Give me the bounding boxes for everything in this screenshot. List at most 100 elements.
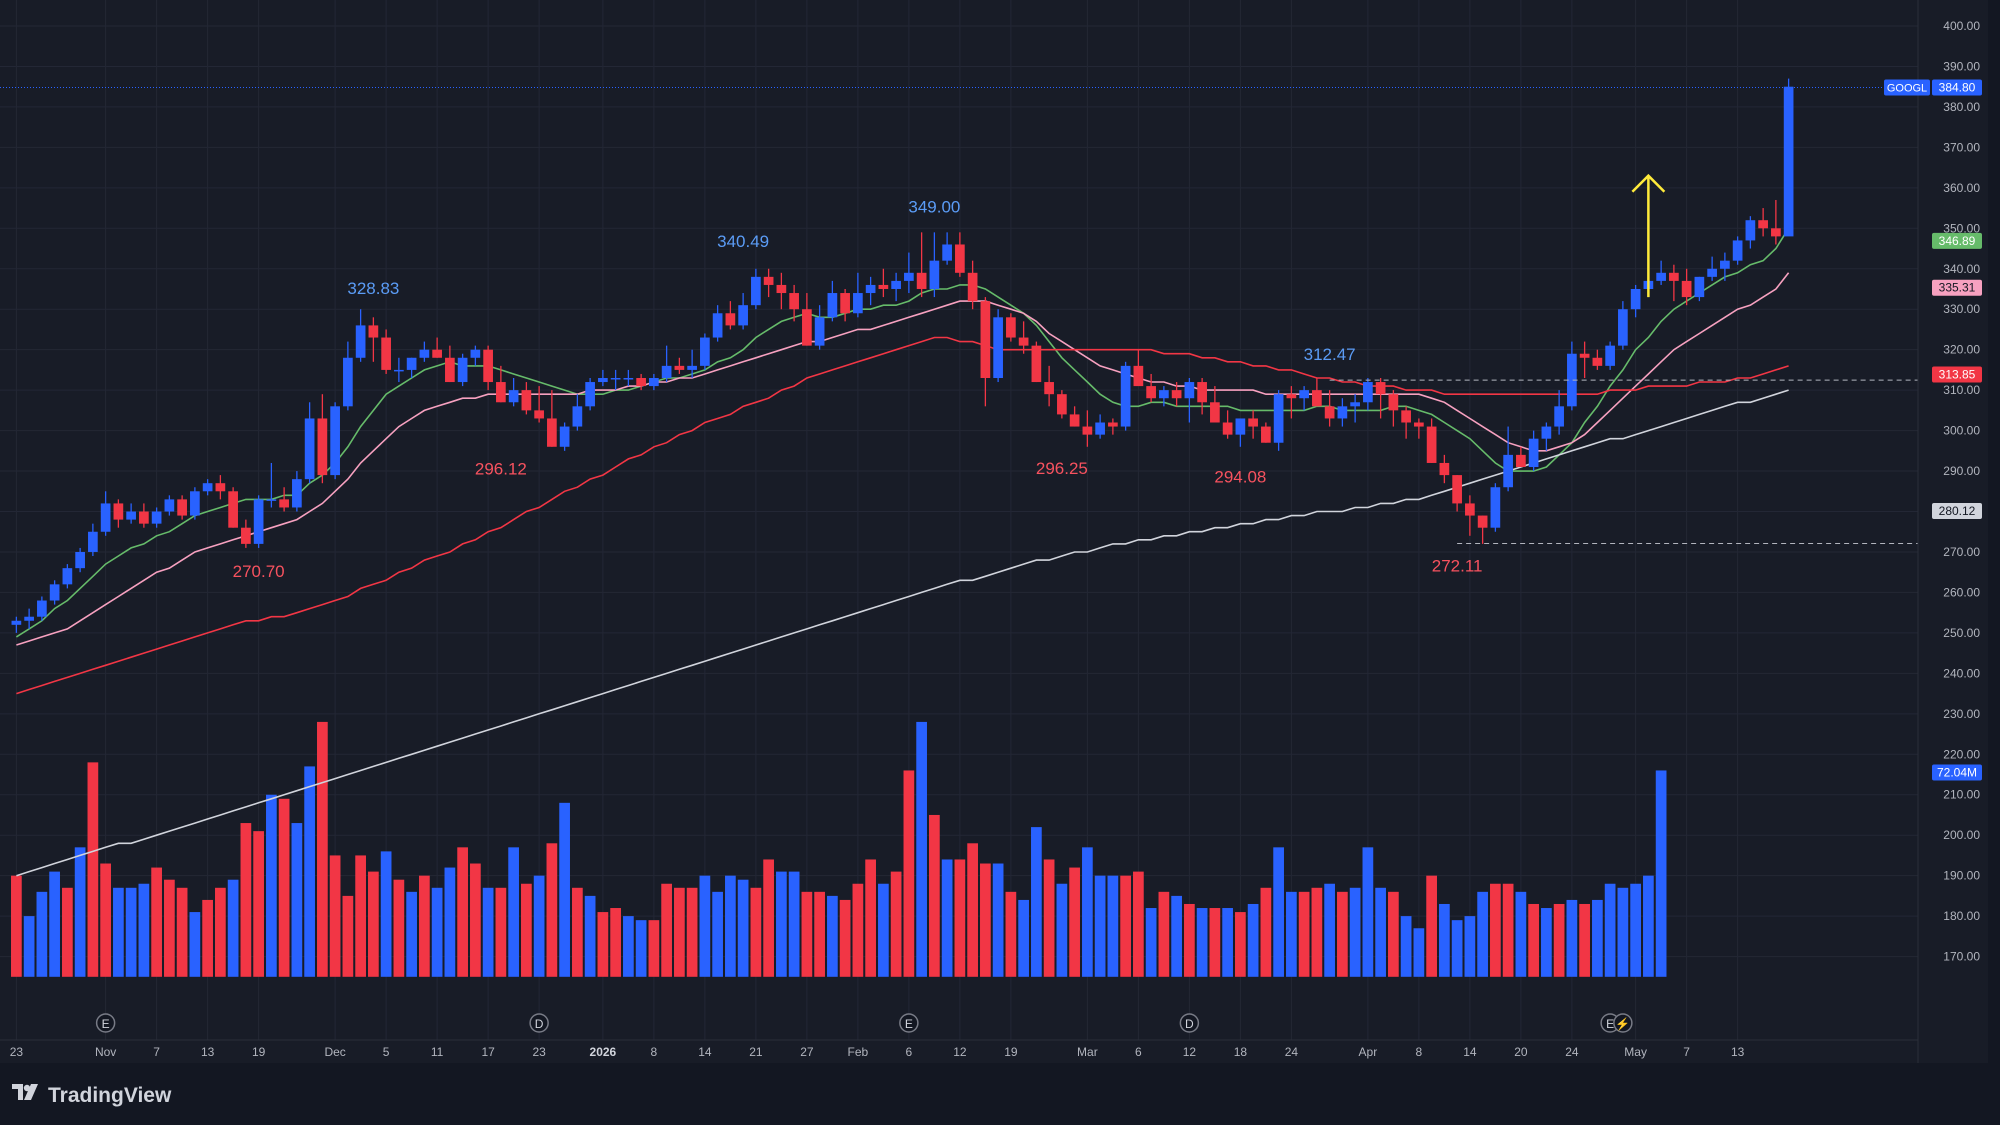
volume-bar: [814, 891, 825, 977]
candle-body: [1783, 86, 1794, 237]
price-badge-text: 313.85: [1939, 368, 1976, 382]
candle-body: [113, 503, 124, 520]
price-tick-label: 390.00: [1943, 59, 1980, 73]
volume-bar: [1337, 891, 1348, 977]
candle-body: [202, 483, 213, 492]
extreme-label: 296.25: [1036, 459, 1088, 478]
volume-bar: [1082, 847, 1093, 977]
candle-body: [1095, 422, 1105, 435]
volume-bar: [737, 879, 749, 977]
event-marker-circle: [1613, 1013, 1633, 1033]
candle-body: [865, 284, 876, 294]
candle-body: [381, 337, 391, 370]
candle-body: [49, 584, 60, 601]
volume-bar: [1005, 891, 1017, 977]
candle-body: [534, 410, 544, 419]
candle-body: [368, 325, 379, 338]
candle-body: [1720, 260, 1730, 269]
volume-bar: [635, 920, 647, 977]
candle-body: [139, 511, 149, 524]
volume-bar: [1349, 887, 1361, 977]
volume-bar: [1031, 827, 1042, 977]
volume-bar: [113, 887, 124, 977]
volume-bar: [508, 847, 519, 977]
candle-body: [598, 377, 608, 383]
date-tick-label: Dec: [324, 1045, 345, 1059]
candle-body: [1337, 406, 1348, 419]
volume-bar: [304, 766, 315, 977]
volume-bar: [788, 871, 800, 977]
volume-bar: [903, 770, 915, 977]
date-tick-label: 6: [906, 1045, 913, 1059]
candle-body: [1681, 280, 1692, 298]
candle-body: [406, 357, 417, 370]
candle-body: [1707, 268, 1717, 277]
volume-bar: [1426, 875, 1437, 977]
volume-bar: [355, 855, 366, 977]
volume-bar: [202, 899, 213, 977]
volume-bar: [1592, 899, 1603, 977]
candle-body: [1197, 382, 1207, 403]
volume-bar: [444, 867, 456, 977]
candle-body: [100, 503, 111, 532]
price-chart[interactable]: 328.83 270.70 296.12 340.49 349.00 296.25 294.…: [0, 0, 1988, 1063]
tradingview-brand[interactable]: TradingView: [12, 1084, 171, 1108]
candle-body: [763, 276, 774, 285]
candle-body: [483, 349, 493, 383]
candle-body: [789, 293, 799, 310]
candle-body: [521, 390, 532, 411]
ma-line-ma_mid: [16, 272, 1790, 646]
candle-body: [177, 499, 187, 516]
candle-body: [1758, 220, 1768, 229]
date-tick-label: 19: [252, 1045, 266, 1059]
candle-body: [24, 616, 34, 621]
price-tick-label: 370.00: [1943, 140, 1980, 154]
extreme-label: 328.83: [347, 279, 399, 298]
volume-bar: [1158, 891, 1170, 977]
candle-body: [355, 325, 366, 358]
price-tick-label: 250.00: [1943, 626, 1980, 640]
candle-body: [700, 337, 710, 366]
volume-bar: [1043, 859, 1055, 977]
volume-bar: [686, 887, 698, 977]
volume-bar: [1439, 903, 1450, 977]
volume-bar: [1260, 887, 1272, 977]
volume-bar: [1222, 908, 1233, 977]
ma-line-ma_long: [16, 389, 1789, 877]
price-axis-panel: [1918, 0, 1988, 1063]
candle-body: [1426, 426, 1437, 463]
candle-body: [1018, 337, 1029, 346]
volume-bar: [699, 875, 711, 977]
candle-body: [1108, 422, 1118, 427]
candle-body: [738, 305, 748, 326]
volume-bar: [138, 883, 150, 977]
price-tick-label: 220.00: [1943, 747, 1980, 761]
price-badge-text: 346.89: [1939, 234, 1976, 248]
price-badge: 335.31: [1932, 279, 1982, 296]
volume-bar: [1655, 770, 1667, 977]
volume-bar: [980, 863, 991, 977]
price-badge: 346.89: [1932, 232, 1982, 249]
candle-body: [1057, 394, 1067, 415]
candle-body: [827, 293, 838, 318]
candle-body: [725, 313, 736, 326]
chart-area[interactable]: 328.83 270.70 296.12 340.49 349.00 296.25 294.…: [0, 0, 1988, 1063]
volume-bar: [916, 721, 927, 977]
footer: [0, 1063, 2000, 1125]
candle-body: [496, 382, 506, 403]
candle-body: [1273, 394, 1284, 443]
candle-body: [190, 491, 200, 516]
volume-bar: [648, 920, 660, 977]
volume-bar: [23, 916, 35, 977]
volume-bar: [623, 916, 634, 977]
volume-bar: [878, 883, 889, 977]
date-tick-label: 7: [153, 1045, 160, 1059]
candle-body: [1528, 438, 1539, 468]
candle-body: [88, 531, 98, 552]
volume-bar: [1209, 908, 1221, 977]
candle-body: [1477, 515, 1488, 528]
volume-bar: [176, 887, 188, 977]
volume-bar: [164, 879, 175, 977]
candle-body: [547, 418, 557, 447]
candle-body: [330, 406, 340, 476]
